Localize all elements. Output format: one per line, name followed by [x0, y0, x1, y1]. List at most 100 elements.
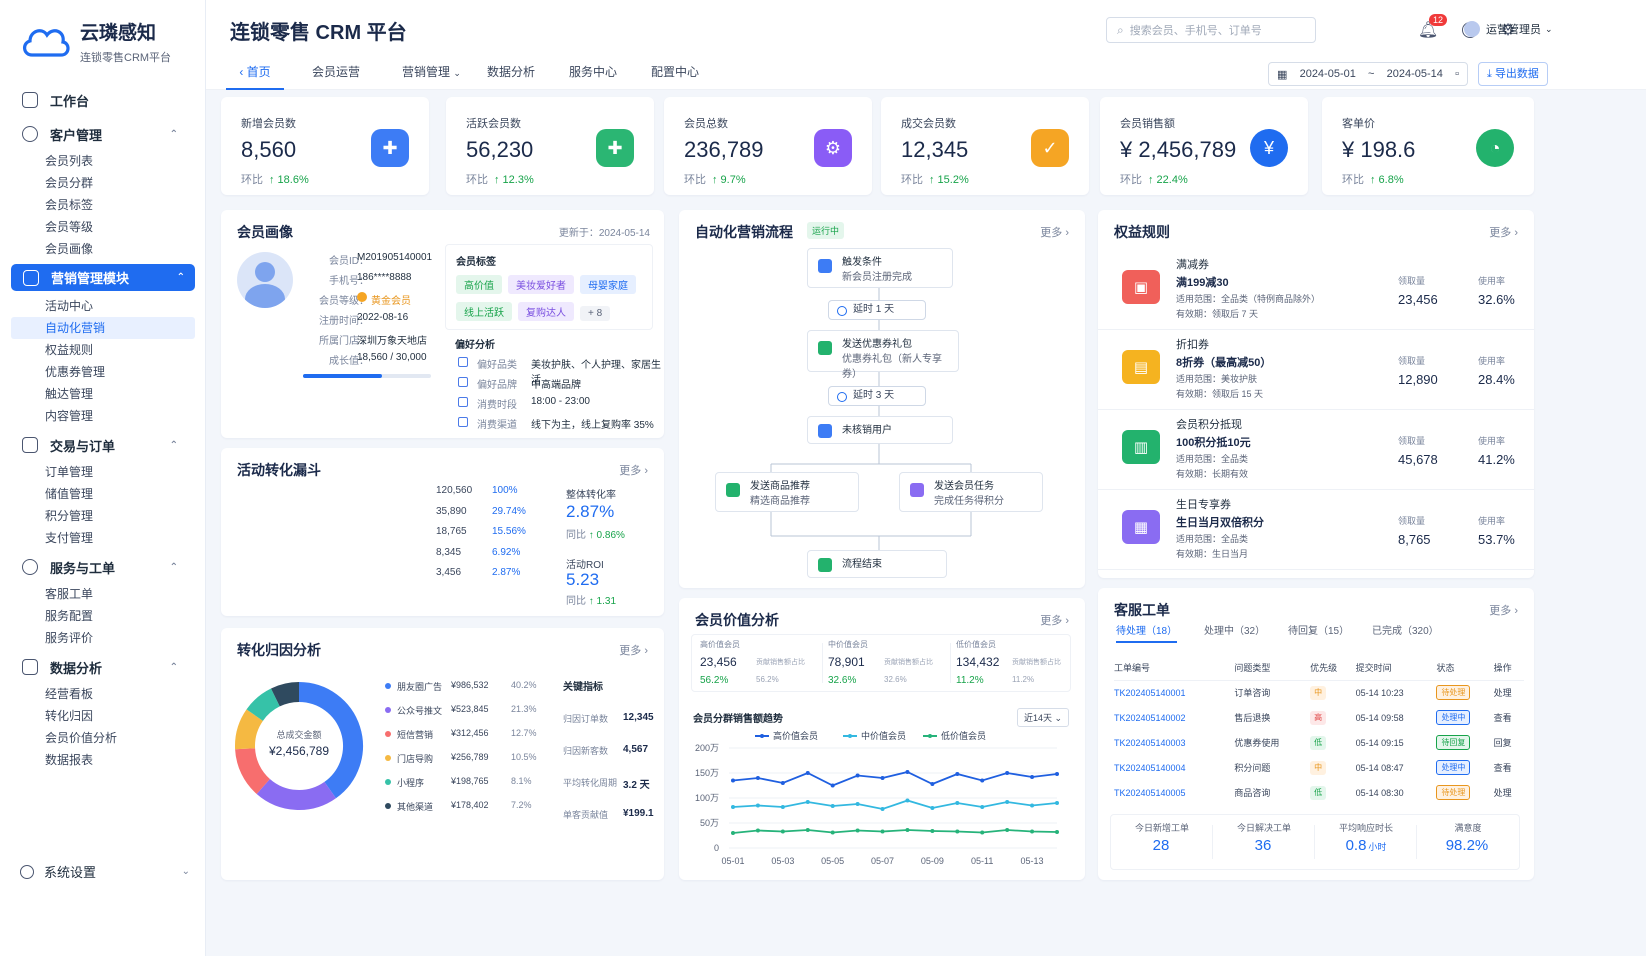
- metric-value: 3.2 天: [623, 780, 650, 791]
- donut-slice[interactable]: [298, 682, 363, 799]
- nav-item[interactable]: 会员分群: [45, 176, 94, 190]
- ticket-tab[interactable]: 待回复（15）: [1288, 626, 1350, 637]
- ticket-no[interactable]: TK202405140004: [1114, 762, 1186, 773]
- user-menu[interactable]: 运营管理员 ⌄: [1464, 21, 1553, 37]
- nav-customer[interactable]: 客户管理 ⌃: [0, 118, 206, 150]
- kpi-card[interactable]: 活跃会员数 56,230 环比 ↑ 12.3% ✚: [446, 97, 654, 195]
- tab-member-ops[interactable]: 会员运营: [312, 65, 361, 79]
- table-row[interactable]: TK202405140002 售后退换 高 05-14 09:58 处理中 查看: [1114, 705, 1524, 730]
- tab-home[interactable]: ‹ 首页: [226, 58, 284, 90]
- flow-node-end[interactable]: 流程结束: [807, 550, 947, 578]
- nav-settings[interactable]: 系统设置 ⌄: [20, 862, 190, 881]
- nav-item[interactable]: 经营看板: [45, 687, 94, 701]
- donut-slice[interactable]: [235, 747, 271, 795]
- ticket-no[interactable]: TK202405140001: [1114, 687, 1186, 698]
- ticket-no[interactable]: TK202405140005: [1114, 787, 1186, 798]
- ticket-action-link[interactable]: 处理: [1493, 788, 1512, 798]
- nav-item[interactable]: 优惠券管理: [45, 365, 106, 379]
- donut-slice[interactable]: [235, 709, 264, 750]
- table-row[interactable]: TK202405140003 优惠券使用 低 05-14 09:15 待回复 回复: [1114, 730, 1524, 755]
- member-tag[interactable]: 复购达人: [518, 302, 574, 321]
- nav-item[interactable]: 储值管理: [45, 487, 94, 501]
- nav-item[interactable]: 服务评价: [45, 631, 94, 645]
- flow-node-recommend[interactable]: 发送商品推荐 精选商品推荐: [715, 472, 859, 512]
- ticket-action-link[interactable]: 处理: [1493, 688, 1512, 699]
- member-tag[interactable]: 母婴家庭: [580, 275, 636, 294]
- member-tag[interactable]: 美妆爱好者: [508, 275, 574, 294]
- member-tag[interactable]: 线上活跃: [456, 302, 512, 321]
- nav-item[interactable]: 订单管理: [45, 465, 94, 479]
- more-link[interactable]: 更多 ›: [619, 645, 648, 657]
- search-input[interactable]: ⌕ 搜索会员、手机号、订单号: [1106, 17, 1316, 43]
- flow-delay-2[interactable]: 延时 3 天: [828, 386, 926, 406]
- flow-node-coupon[interactable]: 发送优惠券礼包 优惠券礼包（新人专享券）: [807, 330, 959, 380]
- brand-logo[interactable]: 云璘感知 连锁零售CRM平台: [20, 18, 171, 65]
- export-button[interactable]: ⤓ 导出数据: [1478, 62, 1548, 86]
- nav-item[interactable]: 积分管理: [45, 509, 94, 523]
- nav-analytics[interactable]: 数据分析 ⌃: [0, 651, 206, 683]
- more-link[interactable]: 更多 ›: [1040, 227, 1069, 239]
- flow-node-trigger[interactable]: 触发条件 新会员注册完成: [807, 248, 953, 288]
- rights-rule-item[interactable]: ▣ 满减券 满199减30 适用范围：全品类（特例商品除外） 有效期：领取后 7 天 领取…: [1098, 250, 1534, 330]
- tab-config[interactable]: 配置中心: [651, 65, 700, 79]
- flow-node-unverified[interactable]: 未核销用户: [807, 416, 953, 444]
- member-tag[interactable]: 高价值: [456, 275, 502, 294]
- tab-service[interactable]: 服务中心: [569, 65, 618, 79]
- nav-item[interactable]: 支付管理: [45, 531, 94, 545]
- nav-item[interactable]: 会员标签: [45, 198, 94, 212]
- nav-item[interactable]: 活动中心: [45, 299, 94, 313]
- nav-item[interactable]: 触达管理: [45, 387, 94, 401]
- donut-slice[interactable]: [246, 688, 281, 722]
- table-row[interactable]: TK202405140001 订单咨询 中 05-14 10:23 待处理 处理: [1114, 680, 1524, 705]
- more-link[interactable]: 更多 ›: [1040, 615, 1069, 627]
- rights-rule-item[interactable]: ▦ 生日专享券 生日当月双倍积分 适用范围：全品类 有效期：生日当月 领取量 8,765 使用…: [1098, 490, 1534, 570]
- ticket-tab[interactable]: 处理中（32）: [1204, 626, 1266, 637]
- kpi-card[interactable]: 客单价 ¥ 198.6 环比 ↑ 6.8% ◔: [1322, 97, 1534, 195]
- nav-trade[interactable]: 交易与订单 ⌃: [0, 429, 206, 461]
- more-link[interactable]: 更多 ›: [1489, 605, 1518, 617]
- table-row[interactable]: TK202405140005 商品咨询 低 05-14 08:30 待处理 处理: [1114, 780, 1524, 805]
- gear-icon[interactable]: ⚙: [1500, 22, 1516, 39]
- ticket-action-link[interactable]: 回复: [1493, 738, 1512, 748]
- nav-marketing[interactable]: 营销管理模块 ⌃: [11, 264, 195, 291]
- bell-icon[interactable]: 🔔︎ 12: [1418, 14, 1447, 40]
- date-range-picker[interactable]: ▦ 2024-05-01 ~ 2024-05-14 ▫: [1268, 62, 1468, 86]
- nav-item[interactable]: 内容管理: [45, 409, 94, 423]
- flow-node-task[interactable]: 发送会员任务 完成任务得积分: [899, 472, 1043, 512]
- ticket-tab[interactable]: 已完成（320）: [1372, 626, 1439, 637]
- discount-icon: ▤: [1122, 350, 1160, 384]
- more-link[interactable]: 更多 ›: [1489, 227, 1518, 239]
- nav-item[interactable]: 会员画像: [45, 242, 94, 256]
- nav-item[interactable]: 会员等级: [45, 220, 94, 234]
- kpi-card[interactable]: 成交会员数 12,345 环比 ↑ 15.2% ✓: [881, 97, 1089, 195]
- tab-analytics[interactable]: 数据分析: [487, 65, 536, 79]
- nav-item[interactable]: 权益规则: [45, 343, 94, 357]
- ticket-action-link[interactable]: 查看: [1493, 713, 1512, 723]
- nav-item[interactable]: 会员列表: [45, 154, 94, 168]
- donut-slice[interactable]: [256, 778, 336, 810]
- nav-item[interactable]: 数据报表: [45, 753, 94, 767]
- range-select[interactable]: 近14天 ⌄: [1017, 708, 1070, 727]
- flow-delay-1[interactable]: 延时 1 天: [828, 300, 926, 320]
- rights-rule-item[interactable]: ▥ 会员积分抵现 100积分抵10元 适用范围：全品类 有效期：长期有效 领取量 45,67…: [1098, 410, 1534, 490]
- ticket-action-link[interactable]: 查看: [1493, 763, 1512, 773]
- ticket-tab[interactable]: 待处理（18）: [1116, 622, 1178, 643]
- kpi-card[interactable]: 会员销售额 ¥ 2,456,789 环比 ↑ 22.4% ¥: [1100, 97, 1308, 195]
- nav-item[interactable]: 转化归因: [45, 709, 94, 723]
- ticket-no[interactable]: TK202405140002: [1114, 712, 1186, 723]
- nav-item[interactable]: 服务配置: [45, 609, 94, 623]
- kpi-card[interactable]: 会员总数 236,789 环比 ↑ 9.7% ⚙: [664, 97, 872, 195]
- nav-service[interactable]: 服务与工单 ⌃: [0, 551, 206, 583]
- nav-item[interactable]: 客服工单: [45, 587, 94, 601]
- ticket-no[interactable]: TK202405140003: [1114, 737, 1186, 748]
- member-tag[interactable]: + 8: [580, 306, 611, 321]
- rights-rule-item[interactable]: ▤ 折扣券 8折券（最高减50） 适用范围：美妆护肤 有效期：领取后 15 天 领取量 12…: [1098, 330, 1534, 410]
- nav-item[interactable]: 会员价值分析: [45, 731, 118, 745]
- kpi-card[interactable]: 新增会员数 8,560 环比 ↑ 18.6% ✚: [221, 97, 429, 195]
- table-row[interactable]: TK202405140004 积分问题 中 05-14 08:47 处理中 查看: [1114, 755, 1524, 780]
- nav-item-selected[interactable]: 自动化营销: [11, 317, 195, 339]
- nav-workbench[interactable]: 工作台: [0, 84, 206, 116]
- donut-slice[interactable]: [271, 682, 300, 707]
- tab-marketing[interactable]: 营销管理 ⌄: [402, 58, 461, 90]
- more-link[interactable]: 更多 ›: [619, 465, 648, 477]
